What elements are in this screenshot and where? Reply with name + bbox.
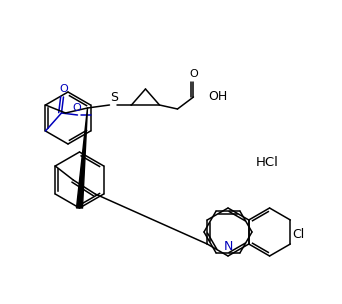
Text: Cl: Cl [292, 228, 305, 241]
Text: O: O [189, 69, 198, 79]
Text: O: O [59, 84, 68, 94]
Text: N: N [223, 240, 233, 253]
Text: OH: OH [209, 91, 228, 103]
Text: HCl: HCl [256, 157, 279, 170]
Text: S: S [110, 91, 118, 104]
Polygon shape [77, 108, 88, 208]
Text: O: O [72, 103, 81, 113]
